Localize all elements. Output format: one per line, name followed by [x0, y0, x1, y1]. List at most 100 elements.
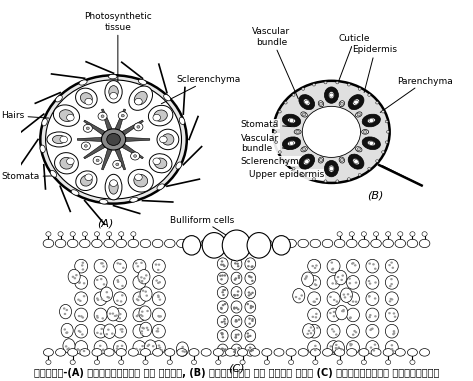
Circle shape	[134, 123, 143, 131]
Ellipse shape	[395, 239, 406, 248]
Circle shape	[221, 274, 224, 277]
Circle shape	[184, 351, 186, 353]
Ellipse shape	[157, 184, 164, 190]
Ellipse shape	[176, 162, 182, 169]
Ellipse shape	[282, 114, 301, 127]
Circle shape	[220, 321, 223, 323]
Circle shape	[392, 333, 395, 335]
Ellipse shape	[107, 307, 119, 321]
Ellipse shape	[149, 106, 173, 126]
Circle shape	[329, 312, 332, 314]
Ellipse shape	[60, 157, 73, 169]
Circle shape	[354, 264, 357, 266]
Circle shape	[136, 298, 139, 301]
Circle shape	[385, 232, 391, 236]
Circle shape	[66, 331, 69, 334]
Circle shape	[246, 336, 249, 338]
Circle shape	[340, 348, 343, 351]
Circle shape	[312, 329, 315, 331]
Circle shape	[140, 330, 143, 333]
Ellipse shape	[245, 330, 256, 342]
Text: Hairs: Hairs	[1, 111, 49, 120]
Circle shape	[138, 295, 140, 298]
Ellipse shape	[231, 272, 242, 284]
Ellipse shape	[140, 349, 150, 356]
Text: Stomata: Stomata	[1, 172, 54, 181]
Circle shape	[363, 130, 367, 133]
Ellipse shape	[50, 170, 57, 177]
Ellipse shape	[307, 292, 321, 306]
Circle shape	[221, 333, 224, 336]
Ellipse shape	[217, 301, 228, 313]
Circle shape	[159, 136, 167, 143]
Circle shape	[350, 344, 352, 346]
Ellipse shape	[307, 341, 321, 354]
Circle shape	[251, 318, 254, 320]
Circle shape	[251, 320, 254, 322]
Circle shape	[315, 284, 317, 286]
Circle shape	[135, 348, 138, 350]
Text: (A): (A)	[97, 218, 113, 229]
Circle shape	[116, 299, 119, 302]
Circle shape	[120, 300, 123, 303]
Circle shape	[141, 327, 144, 329]
Circle shape	[302, 88, 305, 90]
Circle shape	[353, 330, 356, 332]
Circle shape	[237, 290, 239, 293]
Ellipse shape	[140, 287, 152, 301]
Circle shape	[121, 285, 124, 287]
Circle shape	[235, 307, 238, 309]
Ellipse shape	[310, 349, 320, 356]
Ellipse shape	[114, 324, 126, 338]
Circle shape	[248, 275, 250, 277]
Ellipse shape	[55, 349, 66, 356]
Circle shape	[77, 299, 80, 301]
Circle shape	[247, 295, 250, 296]
Circle shape	[236, 260, 238, 262]
Circle shape	[115, 314, 118, 317]
Circle shape	[237, 347, 240, 349]
Circle shape	[102, 349, 105, 351]
Circle shape	[354, 100, 359, 104]
Circle shape	[247, 260, 250, 263]
Circle shape	[410, 360, 415, 365]
Circle shape	[233, 351, 236, 353]
Circle shape	[224, 274, 226, 277]
Ellipse shape	[245, 344, 256, 356]
Ellipse shape	[347, 259, 359, 273]
Ellipse shape	[201, 349, 211, 356]
Circle shape	[315, 316, 317, 319]
Circle shape	[390, 261, 393, 264]
Text: Sclerenchyma: Sclerenchyma	[161, 75, 240, 104]
Ellipse shape	[245, 258, 256, 270]
Circle shape	[135, 98, 142, 105]
Ellipse shape	[348, 154, 364, 169]
Circle shape	[314, 267, 316, 269]
Polygon shape	[112, 137, 143, 159]
Circle shape	[85, 174, 92, 181]
Circle shape	[391, 344, 393, 346]
Circle shape	[390, 283, 393, 285]
Ellipse shape	[226, 349, 236, 356]
Circle shape	[264, 360, 270, 365]
Circle shape	[220, 308, 223, 310]
Ellipse shape	[94, 275, 107, 289]
Ellipse shape	[407, 239, 418, 248]
Circle shape	[121, 345, 123, 347]
Circle shape	[373, 349, 375, 352]
Circle shape	[97, 299, 99, 301]
Circle shape	[79, 331, 81, 333]
Circle shape	[252, 349, 254, 351]
Ellipse shape	[339, 157, 344, 163]
Circle shape	[289, 360, 294, 365]
Ellipse shape	[222, 230, 251, 261]
Ellipse shape	[75, 341, 88, 354]
Ellipse shape	[245, 287, 256, 299]
Circle shape	[350, 296, 352, 298]
Ellipse shape	[231, 258, 242, 270]
Circle shape	[349, 282, 351, 284]
Circle shape	[305, 277, 307, 279]
Ellipse shape	[348, 94, 364, 110]
Circle shape	[136, 315, 138, 317]
Ellipse shape	[299, 154, 315, 169]
